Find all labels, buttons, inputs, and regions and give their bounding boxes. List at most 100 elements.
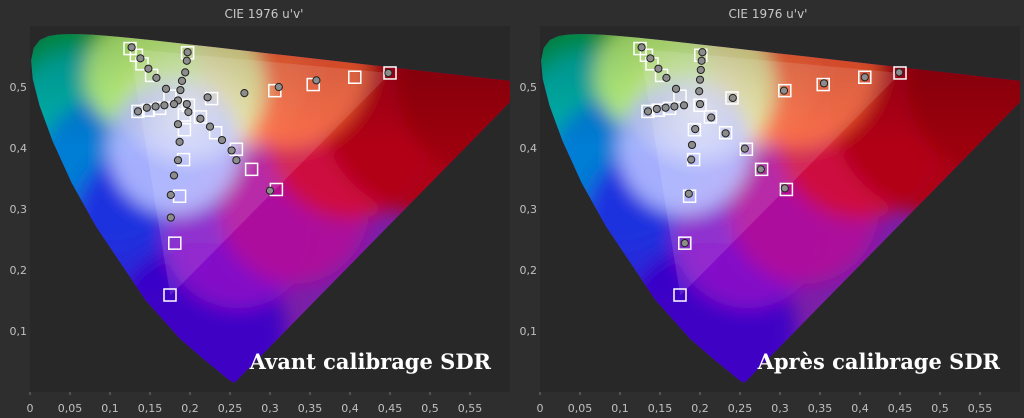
measured-point bbox=[696, 65, 705, 75]
measured-point bbox=[203, 93, 212, 102]
x-tick-label: 0,1 bbox=[611, 402, 629, 415]
x-tick-label: 0,55 bbox=[968, 402, 993, 415]
axes: 0 0,05 0,1 0,15 0,2 0,25 0,3 0,35 0,4 0,45 0,5 0,55… bbox=[10, 81, 483, 415]
x-tick-label: 0,35 bbox=[298, 402, 323, 415]
measured-point bbox=[860, 73, 869, 82]
x-tick-label: 0,45 bbox=[888, 402, 913, 415]
measured-point bbox=[384, 68, 393, 78]
measured-point bbox=[312, 76, 321, 85]
x-tick-label: 0,2 bbox=[691, 402, 709, 415]
y-tick-label: 0,2 bbox=[520, 264, 538, 277]
target-point bbox=[131, 104, 145, 119]
measured-point bbox=[166, 190, 175, 200]
y-tick-label: 0,5 bbox=[520, 81, 538, 94]
measured-point bbox=[728, 93, 737, 103]
measured-point bbox=[151, 102, 160, 111]
measured-point bbox=[740, 144, 749, 153]
measured-point bbox=[169, 171, 179, 180]
chart-title-after: CIE 1976 u'v' bbox=[729, 7, 808, 21]
measured-point bbox=[684, 189, 693, 198]
target-point bbox=[816, 77, 830, 92]
measured-point bbox=[756, 165, 765, 174]
measured-point bbox=[652, 104, 661, 114]
x-tick-label: 0,4 bbox=[341, 402, 359, 415]
measured-point bbox=[819, 79, 829, 88]
measured-point bbox=[698, 48, 707, 57]
measured-point bbox=[265, 186, 275, 195]
markers bbox=[123, 41, 397, 302]
measured-point bbox=[176, 85, 185, 95]
y-tick-label: 0,1 bbox=[10, 325, 28, 338]
measured-point bbox=[227, 146, 236, 155]
caption-after: Après calibrage SDR bbox=[757, 349, 1001, 374]
measured-point bbox=[661, 103, 670, 112]
y-tick-label: 0,3 bbox=[520, 203, 538, 216]
x-tick-label: 0,05 bbox=[568, 402, 593, 415]
x-tick-label: 0 bbox=[27, 402, 34, 415]
measured-point bbox=[175, 137, 184, 146]
chart-panel-after: 0 0,05 0,1 0,15 0,2 0,25 0,3 0,35 0,4 0,45 0,5 0,55… bbox=[520, 26, 1020, 415]
target-point bbox=[673, 288, 687, 302]
measured-point bbox=[721, 129, 730, 138]
y-tick-label: 0,4 bbox=[10, 142, 28, 155]
measured-point bbox=[173, 120, 183, 129]
measured-point bbox=[240, 89, 249, 98]
measured-point bbox=[671, 84, 681, 93]
measured-point bbox=[695, 75, 705, 84]
caption-before: Avant calibrage SDR bbox=[249, 349, 492, 374]
target-point bbox=[687, 122, 702, 137]
x-tick-label: 0,05 bbox=[58, 402, 83, 415]
x-tick-label: 0,3 bbox=[771, 402, 789, 415]
measured-point bbox=[646, 54, 655, 63]
target-point bbox=[163, 288, 177, 302]
axes: 0 0,05 0,1 0,15 0,2 0,25 0,3 0,35 0,4 0,45 0,5 0,55… bbox=[520, 81, 993, 415]
measured-point bbox=[182, 99, 191, 109]
target-point bbox=[268, 83, 282, 98]
target-point bbox=[693, 98, 707, 113]
target-point bbox=[858, 70, 872, 84]
measured-point bbox=[232, 156, 241, 165]
target-point bbox=[208, 126, 223, 140]
measured-point bbox=[643, 107, 653, 116]
measured-point bbox=[160, 101, 169, 110]
measured-point bbox=[173, 156, 183, 165]
measured-point bbox=[695, 99, 705, 109]
x-tick-label: 0,5 bbox=[421, 402, 439, 415]
measured-point bbox=[181, 68, 190, 77]
measured-point bbox=[895, 68, 904, 77]
measured-point bbox=[217, 135, 227, 145]
x-tick-label: 0,15 bbox=[648, 402, 673, 415]
measured-point bbox=[182, 56, 191, 65]
x-tick-label: 0,35 bbox=[808, 402, 833, 415]
measured-point bbox=[654, 64, 663, 73]
measured-point bbox=[177, 76, 187, 86]
x-tick-label: 0,55 bbox=[458, 402, 483, 415]
target-point bbox=[177, 122, 192, 137]
x-tick-label: 0,5 bbox=[931, 402, 949, 415]
measured-point bbox=[670, 102, 679, 111]
measured-point bbox=[637, 43, 646, 52]
target-point bbox=[244, 162, 259, 177]
target-point bbox=[703, 110, 718, 124]
x-tick-label: 0,4 bbox=[851, 402, 869, 415]
target-point bbox=[168, 236, 182, 250]
x-tick-label: 0,45 bbox=[378, 402, 403, 415]
measured-point bbox=[679, 101, 689, 110]
measured-point bbox=[142, 103, 151, 112]
target-point bbox=[163, 89, 177, 103]
x-tick-label: 0,1 bbox=[101, 402, 119, 415]
y-tick-label: 0,2 bbox=[10, 264, 28, 277]
x-tick-label: 0,15 bbox=[138, 402, 163, 415]
measured-point bbox=[205, 122, 215, 131]
measured-point bbox=[780, 184, 789, 193]
measured-point bbox=[274, 82, 283, 92]
measured-point bbox=[144, 64, 153, 73]
y-tick-label: 0,1 bbox=[520, 325, 538, 338]
target-point bbox=[739, 142, 754, 156]
measured-point bbox=[697, 56, 706, 65]
measured-point bbox=[687, 140, 697, 150]
measured-point bbox=[662, 73, 671, 82]
chart-title-before: CIE 1976 u'v' bbox=[225, 7, 304, 21]
target-point bbox=[779, 182, 794, 197]
target-point bbox=[754, 162, 769, 177]
